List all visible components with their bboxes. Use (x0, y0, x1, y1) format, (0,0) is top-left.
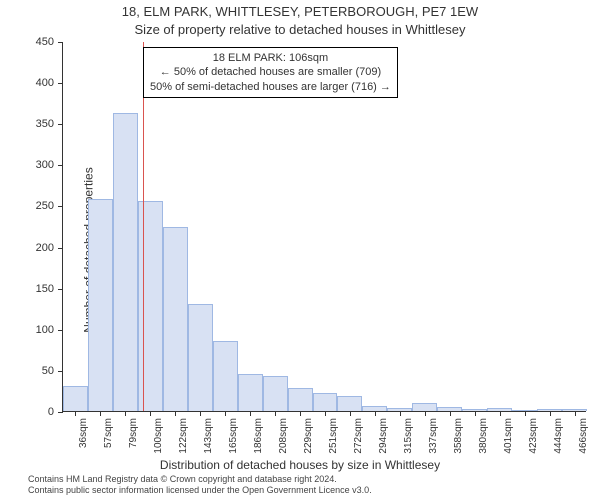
attribution: Contains HM Land Registry data © Crown c… (28, 474, 590, 496)
bar (313, 393, 338, 411)
y-tick-mark (58, 165, 63, 166)
x-tick-mark (525, 411, 526, 416)
y-tick-mark (58, 124, 63, 125)
x-tick-mark (300, 411, 301, 416)
x-tick-label: 466sqm (578, 418, 589, 454)
y-tick-label: 100 (0, 324, 54, 336)
x-tick-label: 143sqm (203, 418, 214, 454)
x-tick-mark (375, 411, 376, 416)
chart-container: 18, ELM PARK, WHITTLESEY, PETERBOROUGH, … (0, 0, 600, 500)
y-tick-mark (58, 371, 63, 372)
x-tick-mark (275, 411, 276, 416)
y-tick-label: 0 (0, 406, 54, 418)
x-tick-mark (575, 411, 576, 416)
bar (63, 386, 88, 411)
x-tick-label: 380sqm (478, 418, 489, 454)
x-tick-label: 208sqm (278, 418, 289, 454)
chart-title-line1: 18, ELM PARK, WHITTLESEY, PETERBOROUGH, … (0, 4, 600, 19)
x-tick-label: 79sqm (128, 418, 139, 448)
attribution-line2: Contains public sector information licen… (28, 485, 590, 496)
x-tick-mark (550, 411, 551, 416)
x-tick-label: 294sqm (378, 418, 389, 454)
y-tick-label: 50 (0, 365, 54, 377)
y-tick-mark (58, 248, 63, 249)
x-tick-label: 337sqm (428, 418, 439, 454)
x-tick-mark (75, 411, 76, 416)
x-tick-label: 444sqm (553, 418, 564, 454)
attribution-line1: Contains HM Land Registry data © Crown c… (28, 474, 590, 485)
x-tick-label: 165sqm (228, 418, 239, 454)
x-tick-mark (500, 411, 501, 416)
bar (88, 199, 113, 411)
plot-area: 18 ELM PARK: 106sqm← 50% of detached hou… (62, 42, 586, 412)
x-tick-mark (350, 411, 351, 416)
x-tick-mark (250, 411, 251, 416)
x-tick-mark (325, 411, 326, 416)
x-tick-mark (425, 411, 426, 416)
x-tick-mark (400, 411, 401, 416)
y-tick-label: 400 (0, 77, 54, 89)
x-tick-label: 423sqm (528, 418, 539, 454)
x-tick-mark (150, 411, 151, 416)
bar (163, 227, 188, 411)
x-tick-label: 36sqm (78, 418, 89, 448)
y-tick-mark (58, 206, 63, 207)
x-tick-mark (475, 411, 476, 416)
x-tick-label: 57sqm (103, 418, 114, 448)
x-tick-label: 315sqm (403, 418, 414, 454)
annotation-box: 18 ELM PARK: 106sqm← 50% of detached hou… (143, 47, 398, 98)
x-tick-label: 229sqm (303, 418, 314, 454)
y-tick-mark (58, 412, 63, 413)
y-tick-mark (58, 330, 63, 331)
x-tick-mark (200, 411, 201, 416)
bar (113, 113, 138, 411)
bar (288, 388, 313, 411)
y-tick-label: 300 (0, 159, 54, 171)
bar (213, 341, 238, 411)
y-tick-label: 150 (0, 283, 54, 295)
bar (337, 396, 362, 411)
x-tick-label: 358sqm (453, 418, 464, 454)
bar (263, 376, 288, 411)
x-tick-mark (225, 411, 226, 416)
bar (188, 304, 213, 411)
x-tick-label: 251sqm (328, 418, 339, 454)
x-tick-label: 186sqm (253, 418, 264, 454)
annotation-line: ← 50% of detached houses are smaller (70… (150, 65, 391, 79)
y-tick-mark (58, 289, 63, 290)
x-tick-label: 401sqm (503, 418, 514, 454)
x-tick-mark (175, 411, 176, 416)
y-tick-mark (58, 83, 63, 84)
bar (412, 403, 437, 411)
y-tick-label: 200 (0, 242, 54, 254)
x-tick-mark (100, 411, 101, 416)
x-tick-mark (125, 411, 126, 416)
y-tick-label: 350 (0, 118, 54, 130)
chart-title-line2: Size of property relative to detached ho… (0, 22, 600, 37)
y-tick-label: 450 (0, 36, 54, 48)
x-tick-label: 272sqm (353, 418, 364, 454)
bar (238, 374, 263, 411)
bar (138, 201, 163, 411)
annotation-line: 18 ELM PARK: 106sqm (150, 51, 391, 65)
x-axis-label: Distribution of detached houses by size … (0, 458, 600, 472)
x-tick-mark (450, 411, 451, 416)
y-tick-label: 250 (0, 200, 54, 212)
x-tick-label: 122sqm (178, 418, 189, 454)
y-tick-mark (58, 42, 63, 43)
annotation-line: 50% of semi-detached houses are larger (… (150, 80, 391, 94)
x-tick-label: 100sqm (153, 418, 164, 454)
